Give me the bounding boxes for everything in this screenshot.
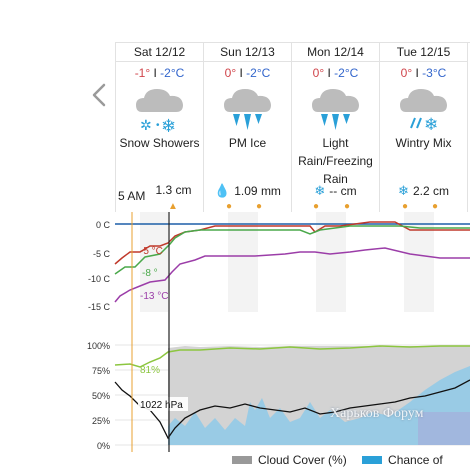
temp-y-axis: 0 C -5 C -10 C -15 C bbox=[88, 220, 111, 312]
y-tick: -5 C bbox=[93, 249, 111, 259]
day-temps: 0° I -3°C bbox=[380, 66, 467, 82]
watermark: Харьков Форум bbox=[330, 406, 424, 421]
day-precip: 💧 1.09 mm bbox=[204, 183, 291, 199]
sun-dot-icon: ● bbox=[344, 201, 351, 212]
high-temp: -1° bbox=[134, 66, 151, 80]
temp-line bbox=[114, 221, 470, 265]
sun-dot-icon: ● bbox=[313, 201, 320, 212]
low-temp: -2°C bbox=[246, 66, 271, 80]
day-column[interactable]: Sun 12/13 0° I -2°C PM Ice 💧 1.09 mm bbox=[204, 43, 292, 213]
previous-day-button[interactable] bbox=[88, 80, 112, 110]
y-tick: -10 C bbox=[88, 274, 111, 284]
legend-label: Chance of bbox=[388, 452, 443, 467]
low-temp: -3°C bbox=[422, 66, 447, 80]
precip-chance-swatch bbox=[362, 455, 383, 464]
highlight-band bbox=[418, 412, 470, 445]
precip-amount: -- cm bbox=[329, 184, 357, 198]
current-time-label: 5 AM bbox=[118, 189, 146, 203]
high-temp: 0° bbox=[224, 66, 237, 80]
cloud-cover-swatch bbox=[232, 455, 252, 464]
raindrop-icon: 💧 bbox=[214, 183, 231, 198]
humidity-line bbox=[114, 345, 470, 368]
snowflake-icon: ❄ bbox=[314, 183, 326, 198]
day-date: Tue 12/15 bbox=[380, 43, 467, 62]
temp-separator: I bbox=[236, 66, 247, 80]
freezing-rain-icon bbox=[292, 84, 379, 134]
svg-text:❄: ❄ bbox=[161, 116, 176, 134]
day-temps: 0° I -2°C bbox=[292, 66, 379, 82]
y-tick: 25% bbox=[92, 416, 110, 426]
svg-text:•: • bbox=[156, 120, 160, 131]
snow-showers-icon: ✲ • ❄ bbox=[116, 84, 203, 136]
wintry-mix-icon: ❄ bbox=[380, 84, 467, 134]
pressure-label: 1022 hPa bbox=[140, 400, 183, 411]
dew-point-label: -13 °C bbox=[140, 291, 168, 302]
sun-dot-icon: ● bbox=[402, 201, 409, 212]
precip-amount: 1.09 mm bbox=[234, 184, 281, 198]
day-precip: 1.3 cm bbox=[116, 183, 203, 197]
sun-dot-icon: ● bbox=[226, 201, 233, 212]
day-precip: ❄ 2.2 cm bbox=[380, 183, 467, 199]
day-column[interactable]: Tue 12/15 0° I -3°C ❄ Wintry Mix ❄ 2.2 cm bbox=[380, 43, 468, 213]
day-condition: Snow Showers bbox=[119, 136, 200, 150]
sun-dot-icon: ● bbox=[432, 201, 439, 212]
y-tick: 100% bbox=[87, 341, 110, 351]
daily-forecast-strip: Sat 12/12 -1° I -2°C ✲ • ❄ Snow Showers … bbox=[115, 42, 470, 213]
chevron-left-icon bbox=[92, 83, 106, 107]
precip-amount: 2.2 cm bbox=[412, 184, 449, 198]
sunrise-icon: ▲ bbox=[168, 201, 178, 212]
legend-label: Cloud Cover (%) bbox=[258, 452, 347, 467]
precip-chance-area bbox=[168, 366, 470, 445]
day-condition: PM Ice bbox=[228, 136, 267, 150]
ice-icon bbox=[204, 84, 291, 134]
precip-amount: 1.3 cm bbox=[155, 183, 192, 197]
temp-separator: I bbox=[150, 66, 161, 80]
day-column[interactable]: Mon 12/14 0° I -2°C Light Rain/Freezing … bbox=[292, 43, 380, 213]
y-tick: -15 C bbox=[88, 302, 111, 312]
snowflake-icon: ❄ bbox=[398, 183, 409, 198]
low-temp: -2°C bbox=[160, 66, 185, 80]
day-precip: ❄ -- cm bbox=[292, 183, 379, 199]
sun-dot-icon: ● bbox=[256, 201, 263, 212]
day-date: Sat 12/12 bbox=[116, 43, 203, 62]
svg-text:❄: ❄ bbox=[424, 115, 438, 134]
day-column[interactable]: Sat 12/12 -1° I -2°C ✲ • ❄ Snow Showers … bbox=[116, 43, 204, 213]
hourly-charts[interactable]: 0 C -5 C -10 C -15 C -5 °C -8 ° -13 °C 1… bbox=[0, 212, 470, 452]
day-date: Sun 12/13 bbox=[204, 43, 291, 62]
day-condition: Wintry Mix bbox=[395, 136, 452, 150]
humidity-label: 81% bbox=[140, 365, 160, 376]
temp-label: -5 °C bbox=[140, 246, 163, 257]
feels-like-line bbox=[114, 225, 470, 275]
svg-text:✲: ✲ bbox=[140, 117, 152, 133]
humidity-y-axis: 100% 75% 50% 25% 0% bbox=[87, 341, 110, 451]
y-tick: 0 C bbox=[96, 220, 111, 230]
low-temp: -2°C bbox=[334, 66, 359, 80]
day-temps: -1° I -2°C bbox=[116, 66, 203, 82]
y-tick: 50% bbox=[92, 391, 110, 401]
dew-point-line bbox=[114, 247, 470, 303]
temp-separator: I bbox=[324, 66, 335, 80]
y-tick: 0% bbox=[97, 441, 110, 451]
temp-separator: I bbox=[412, 66, 423, 80]
day-temps: 0° I -2°C bbox=[204, 66, 291, 82]
high-temp: 0° bbox=[312, 66, 325, 80]
feels-like-label: -8 ° bbox=[142, 268, 158, 279]
pressure-line bbox=[114, 379, 470, 440]
high-temp: 0° bbox=[400, 66, 413, 80]
y-tick: 75% bbox=[92, 366, 110, 376]
day-date: Mon 12/14 bbox=[292, 43, 379, 62]
chart-legend: Cloud Cover (%) Chance of bbox=[232, 452, 443, 467]
day-condition: Light Rain/Freezing Rain bbox=[298, 136, 373, 186]
